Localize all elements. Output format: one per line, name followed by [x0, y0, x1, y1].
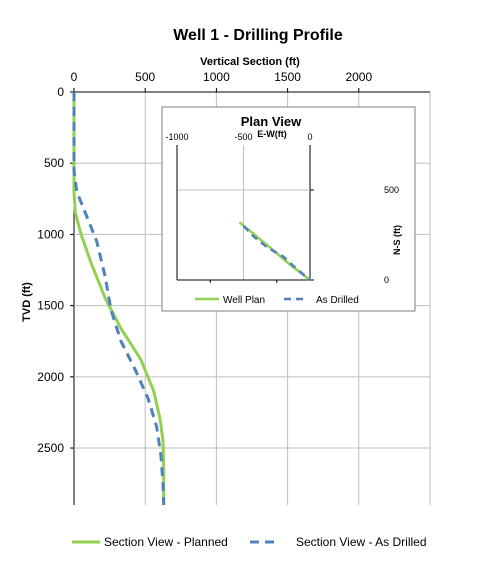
inset-x-tick-label: 0	[307, 132, 312, 142]
x-axis-title: Vertical Section (ft)	[200, 56, 300, 68]
inset-frame	[161, 106, 416, 312]
inset-legend: Well Plan As Drilled	[195, 295, 359, 306]
inset-x-tick-label: -1000	[165, 132, 188, 142]
inset-legend-label-as-drilled: As Drilled	[316, 295, 359, 306]
main-y-tick-label: 500	[44, 156, 64, 170]
inset-series-line-as-drilled	[242, 225, 311, 281]
inset-x-tick-labels: -1000 -500 0	[165, 132, 312, 142]
main-legend: Section View - Planned Section View - As …	[72, 535, 427, 549]
inset-y-tick-labels: 0 500	[384, 185, 399, 285]
legend-label-section-view-planned: Section View - Planned	[104, 535, 228, 549]
inset-x-axis-title: E-W(ft)	[257, 129, 286, 139]
inset-y-axis-title: N-S (ft)	[392, 225, 402, 255]
main-y-tick-label: 1500	[37, 299, 64, 313]
inset-title: Plan View	[241, 114, 302, 129]
main-x-tick-label: 1000	[203, 70, 230, 84]
main-x-tick-label: 2000	[345, 70, 372, 84]
main-x-tick-label: 500	[135, 70, 155, 84]
main-x-tick-label: 0	[71, 70, 78, 84]
legend-label-section-view-as-drilled: Section View - As Drilled	[296, 535, 427, 549]
inset-y-tick-label: 500	[384, 185, 399, 195]
main-y-tick-label: 2000	[37, 370, 64, 384]
main-y-tick-label: 0	[57, 85, 64, 99]
chart-title: Well 1 - Drilling Profile	[173, 27, 343, 44]
inset-legend-label-well-plan: Well Plan	[223, 295, 265, 306]
main-y-tick-label: 2500	[37, 441, 64, 455]
main-x-tick-labels: 0 500 1000 1500 2000	[71, 70, 373, 84]
main-y-tick-labels: 0 500 1000 1500 2000 2500	[37, 85, 64, 455]
inset-series-group	[238, 221, 311, 281]
inset-grid	[176, 145, 314, 283]
inset-x-tick-label: -500	[234, 132, 252, 142]
y-axis-title: TVD (ft)	[21, 282, 33, 322]
main-x-tick-label: 1500	[274, 70, 301, 84]
main-series-group	[72, 92, 166, 506]
series-line-section-view-planned	[72, 92, 166, 505]
inset-y-tick-label: 0	[384, 275, 389, 285]
main-y-tick-label: 1000	[37, 227, 64, 241]
